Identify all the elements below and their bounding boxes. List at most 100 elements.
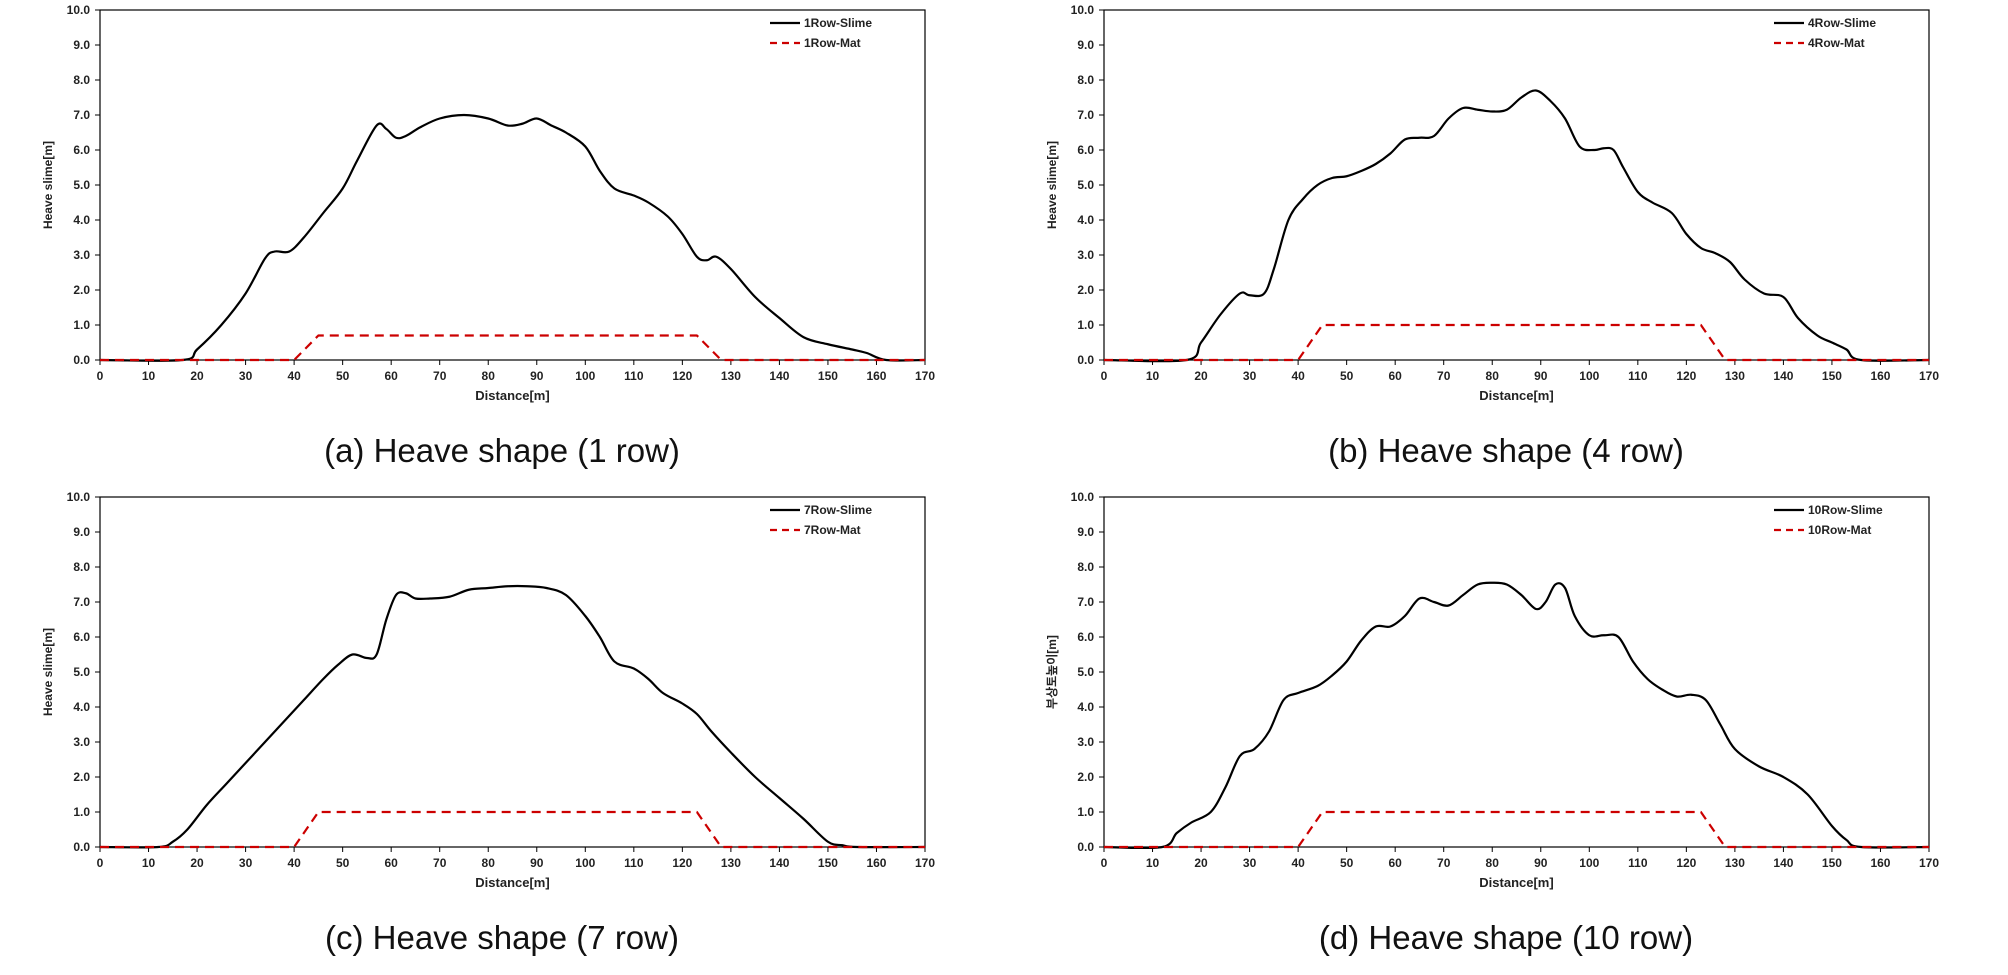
legend-label: 10Row-Slime: [1808, 503, 1883, 517]
y-tick-label: 10.0: [67, 3, 91, 17]
x-tick-label: 150: [1822, 369, 1842, 383]
x-tick-label: 100: [575, 369, 595, 383]
x-tick-label: 0: [97, 369, 104, 383]
x-tick-label: 170: [1919, 369, 1939, 383]
x-tick-label: 120: [1676, 856, 1696, 870]
y-tick-label: 8.0: [1077, 560, 1094, 574]
y-tick-label: 9.0: [73, 38, 90, 52]
x-tick-label: 60: [384, 369, 398, 383]
y-tick-label: 10.0: [1071, 3, 1095, 17]
y-tick-label: 7.0: [73, 108, 90, 122]
y-tick-label: 5.0: [1077, 665, 1094, 679]
y-tick-label: 10.0: [1071, 490, 1095, 504]
y-axis-label: Heave slime[m]: [41, 141, 55, 229]
chart-a: 0.0 1.0 2.0 3.0 4.0 5.0 6.0 7.0 8.0 9.0 10.0 0 10 20 3…: [41, 3, 935, 403]
x-tick-label: 10: [142, 856, 156, 870]
x-tick-label: 160: [1870, 856, 1890, 870]
x-tick-label: 80: [482, 369, 496, 383]
y-tick-label: 0.0: [73, 353, 90, 367]
y-tick-label: 8.0: [73, 73, 90, 87]
x-tick-label: 10: [142, 369, 156, 383]
chart-b: 0.0 1.0 2.0 3.0 4.0 5.0 6.0 7.0 8.0 9.0 10.0 0 10 20 3…: [1045, 3, 1939, 403]
chart-d: 0.0 1.0 2.0 3.0 4.0 5.0 6.0 7.0 8.0 9.0 10.0 0 10 20 3…: [1044, 490, 1939, 890]
x-tick-label: 0: [1101, 369, 1108, 383]
plot-frame: [1103, 496, 1930, 848]
y-tick-label: 1.0: [73, 805, 90, 819]
y-tick-label: 3.0: [1077, 735, 1094, 749]
x-tick-label: 50: [1340, 369, 1354, 383]
x-tick-label: 60: [384, 856, 398, 870]
x-tick-label: 20: [1194, 856, 1208, 870]
x-tick-label: 30: [1243, 856, 1257, 870]
plot-frame: [1103, 9, 1930, 361]
x-tick-label: 90: [1534, 856, 1548, 870]
x-tick-label: 0: [97, 856, 104, 870]
series-line-10Row-Mat: [1104, 810, 1929, 849]
x-tick-label: 150: [1822, 856, 1842, 870]
x-tick-label: 160: [866, 856, 886, 870]
x-tick-label: 100: [1579, 856, 1599, 870]
y-tick-label: 0.0: [1077, 840, 1094, 854]
x-tick-label: 20: [1194, 369, 1208, 383]
y-tick-label: 7.0: [73, 595, 90, 609]
chart-caption: (d) Heave shape (10 row): [1318, 919, 1694, 956]
x-tick-label: 70: [433, 856, 447, 870]
x-tick-label: 150: [818, 856, 838, 870]
x-tick-label: 120: [672, 856, 692, 870]
x-tick-label: 130: [721, 369, 741, 383]
x-tick-label: 40: [287, 369, 301, 383]
plot-frame: [99, 496, 926, 848]
chart-caption: (c) Heave shape (7 row): [325, 919, 679, 956]
y-tick-label: 5.0: [73, 178, 90, 192]
y-tick-label: 4.0: [1077, 213, 1094, 227]
y-axis-label: 부상토높이[m]: [1044, 635, 1059, 709]
legend-label: 1Row-Mat: [804, 36, 861, 50]
x-tick-label: 130: [1725, 369, 1745, 383]
x-tick-label: 170: [1919, 856, 1939, 870]
series-line-4Row-Mat: [1104, 323, 1929, 362]
x-tick-label: 90: [530, 369, 544, 383]
x-tick-label: 110: [624, 369, 644, 383]
x-tick-label: 90: [530, 856, 544, 870]
legend-label: 10Row-Mat: [1808, 523, 1871, 537]
chart-panel-b: 0.0 1.0 2.0 3.0 4.0 5.0 6.0 7.0 8.0 9.0 10.0 0 10 20 3…: [1004, 0, 2008, 487]
y-tick-label: 6.0: [1077, 630, 1094, 644]
x-axis-label: Distance[m]: [475, 388, 549, 403]
x-tick-label: 30: [239, 369, 253, 383]
y-tick-label: 0.0: [1077, 353, 1094, 367]
y-axis-label: Heave slime[m]: [1045, 141, 1059, 229]
x-tick-label: 110: [624, 856, 644, 870]
series-line-7Row-Slime: [99, 584, 926, 849]
y-tick-label: 7.0: [1077, 595, 1094, 609]
x-tick-label: 130: [1725, 856, 1745, 870]
x-tick-label: 50: [336, 369, 350, 383]
chart-c: 0.0 1.0 2.0 3.0 4.0 5.0 6.0 7.0 8.0 9.0 10.0 0 10 20 3…: [41, 490, 935, 890]
y-tick-label: 4.0: [1077, 700, 1094, 714]
x-tick-label: 110: [1628, 369, 1648, 383]
y-tick-label: 9.0: [1077, 38, 1094, 52]
x-tick-label: 170: [915, 856, 935, 870]
x-tick-label: 60: [1388, 369, 1402, 383]
series-line-1Row-Slime: [99, 113, 926, 362]
x-tick-label: 120: [672, 369, 692, 383]
x-tick-label: 70: [1437, 369, 1451, 383]
x-tick-label: 50: [1340, 856, 1354, 870]
x-tick-label: 170: [915, 369, 935, 383]
x-tick-label: 80: [482, 856, 496, 870]
chart-panel-d: 0.0 1.0 2.0 3.0 4.0 5.0 6.0 7.0 8.0 9.0 10.0 0 10 20 3…: [1004, 487, 2008, 975]
legend-label: 4Row-Slime: [1808, 16, 1876, 30]
legend-label: 4Row-Mat: [1808, 36, 1865, 50]
x-tick-label: 120: [1676, 369, 1696, 383]
x-tick-label: 150: [818, 369, 838, 383]
x-tick-label: 140: [769, 856, 789, 870]
x-axis-label: Distance[m]: [475, 875, 549, 890]
y-tick-label: 1.0: [73, 318, 90, 332]
x-tick-label: 60: [1388, 856, 1402, 870]
y-tick-label: 1.0: [1077, 318, 1094, 332]
y-tick-label: 2.0: [73, 283, 90, 297]
x-tick-label: 70: [1437, 856, 1451, 870]
x-tick-label: 100: [575, 856, 595, 870]
x-tick-label: 130: [721, 856, 741, 870]
x-tick-label: 90: [1534, 369, 1548, 383]
x-tick-label: 160: [1870, 369, 1890, 383]
